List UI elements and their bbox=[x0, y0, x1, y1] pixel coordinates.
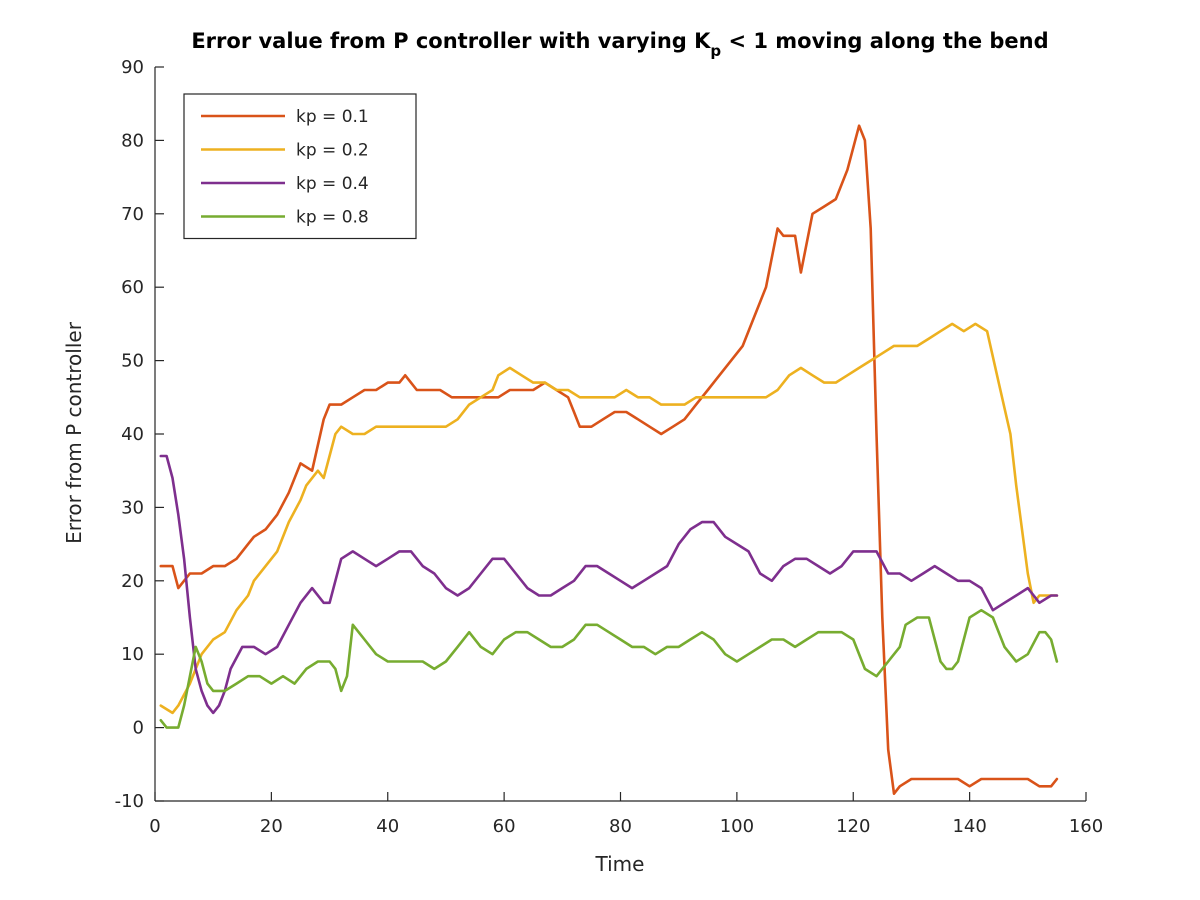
y-tick-label: 40 bbox=[121, 424, 144, 445]
y-tick-label: -10 bbox=[115, 791, 144, 812]
y-tick-label: 20 bbox=[121, 571, 144, 592]
chart-title-main: Error value from P controller with varyi… bbox=[191, 29, 711, 53]
y-tick-label: 70 bbox=[121, 204, 144, 225]
y-tick-label: 50 bbox=[121, 351, 144, 372]
y-tick-label: 90 bbox=[121, 57, 144, 78]
chart-title: Error value from P controller with varyi… bbox=[191, 29, 1048, 60]
legend-label: kp = 0.8 bbox=[296, 208, 369, 228]
chart-title-subscript: p bbox=[710, 42, 721, 60]
x-tick-label: 100 bbox=[720, 816, 754, 837]
y-axis-label: Error from P controller bbox=[62, 321, 86, 544]
series-line-3 bbox=[159, 454, 1059, 715]
legend-label: kp = 0.1 bbox=[296, 107, 369, 127]
legend-label: kp = 0.2 bbox=[296, 141, 369, 161]
chart-title-suffix: < 1 moving along the bend bbox=[721, 29, 1049, 53]
legend-box bbox=[183, 93, 417, 240]
x-tick-label: 0 bbox=[149, 816, 160, 837]
legend-label: kp = 0.4 bbox=[296, 174, 369, 194]
series-line-4 bbox=[159, 608, 1059, 729]
x-tick-label: 80 bbox=[609, 816, 632, 837]
x-axis-label: Time bbox=[595, 852, 645, 876]
y-tick-label: 60 bbox=[121, 277, 144, 298]
x-tick-label: 160 bbox=[1069, 816, 1103, 837]
x-tick-label: 40 bbox=[376, 816, 399, 837]
series-line-2 bbox=[159, 322, 1059, 715]
y-tick-label: 0 bbox=[133, 718, 144, 739]
y-tick-label: 80 bbox=[121, 130, 144, 151]
x-tick-label: 120 bbox=[836, 816, 870, 837]
x-tick-label: 60 bbox=[493, 816, 516, 837]
y-tick-label: 30 bbox=[121, 497, 144, 518]
y-tick-label: 10 bbox=[121, 644, 144, 665]
x-tick-label: 140 bbox=[952, 816, 986, 837]
plot-area: 0 20 40 60 80 100 120 140 160-100102030405060708… bbox=[115, 57, 1104, 837]
series-line-1 bbox=[159, 124, 1059, 796]
legend: kp = 0.1 kp = 0.2 kp = 0.4 kp = 0.8 bbox=[183, 93, 417, 240]
x-tick-label: 20 bbox=[260, 816, 283, 837]
